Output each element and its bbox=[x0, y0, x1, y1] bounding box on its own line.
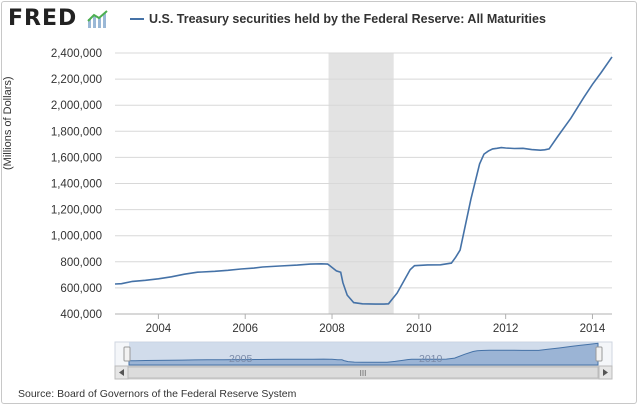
y-tick-label: 1,200,000 bbox=[51, 205, 102, 217]
navigator-scrollbar[interactable]: III bbox=[114, 365, 613, 380]
trend-chart-icon bbox=[87, 10, 108, 28]
y-tick-label: 2,200,000 bbox=[51, 74, 102, 86]
range-navigator[interactable]: 2005 2010 bbox=[114, 341, 613, 367]
y-tick-label: 2,400,000 bbox=[51, 48, 102, 60]
navigator-left-handle[interactable] bbox=[123, 346, 131, 362]
legend-label: U.S. Treasury securities held by the Fed… bbox=[149, 12, 546, 26]
y-tick-label: 1,000,000 bbox=[51, 231, 102, 243]
scrollbar-grip: III bbox=[360, 369, 367, 378]
fred-logo[interactable]: FRED bbox=[8, 6, 78, 31]
navigator-right-handle[interactable] bbox=[595, 346, 603, 362]
navigator-area bbox=[128, 342, 599, 366]
y-tick-labels: 400,000 600,000 800,000 1,000,000 1,200,000 1… bbox=[51, 48, 102, 321]
x-tick-label: 2008 bbox=[319, 323, 345, 335]
y-tick-label: 400,000 bbox=[60, 309, 102, 321]
gridlines bbox=[115, 52, 612, 289]
source-note: Source: Board of Governors of the Federa… bbox=[18, 388, 297, 400]
x-tick-label: 2004 bbox=[146, 323, 172, 335]
series-legend[interactable]: U.S. Treasury securities held by the Fed… bbox=[130, 12, 546, 26]
y-tick-label: 1,400,000 bbox=[51, 179, 102, 191]
x-tick-label: 2014 bbox=[580, 323, 606, 335]
arrow-right-icon bbox=[603, 369, 608, 376]
navigator-label-2005: 2005 bbox=[229, 353, 253, 365]
y-tick-label: 1,800,000 bbox=[51, 126, 102, 138]
y-tick-label: 1,600,000 bbox=[51, 152, 102, 164]
x-tick-label: 2006 bbox=[232, 323, 258, 335]
y-tick-label: 800,000 bbox=[60, 257, 102, 269]
y-tick-label: 2,000,000 bbox=[51, 100, 102, 112]
x-tick-label: 2012 bbox=[493, 323, 519, 335]
y-tick-label: 600,000 bbox=[60, 283, 102, 295]
navigator-label-2010: 2010 bbox=[419, 353, 443, 365]
legend-swatch bbox=[130, 17, 144, 20]
series-line[interactable] bbox=[114, 56, 613, 305]
arrow-left-icon bbox=[119, 369, 124, 376]
x-tick-label: 2010 bbox=[406, 323, 432, 335]
x-tick-labels: 2004 2006 2008 2010 2012 2014 bbox=[146, 314, 606, 335]
